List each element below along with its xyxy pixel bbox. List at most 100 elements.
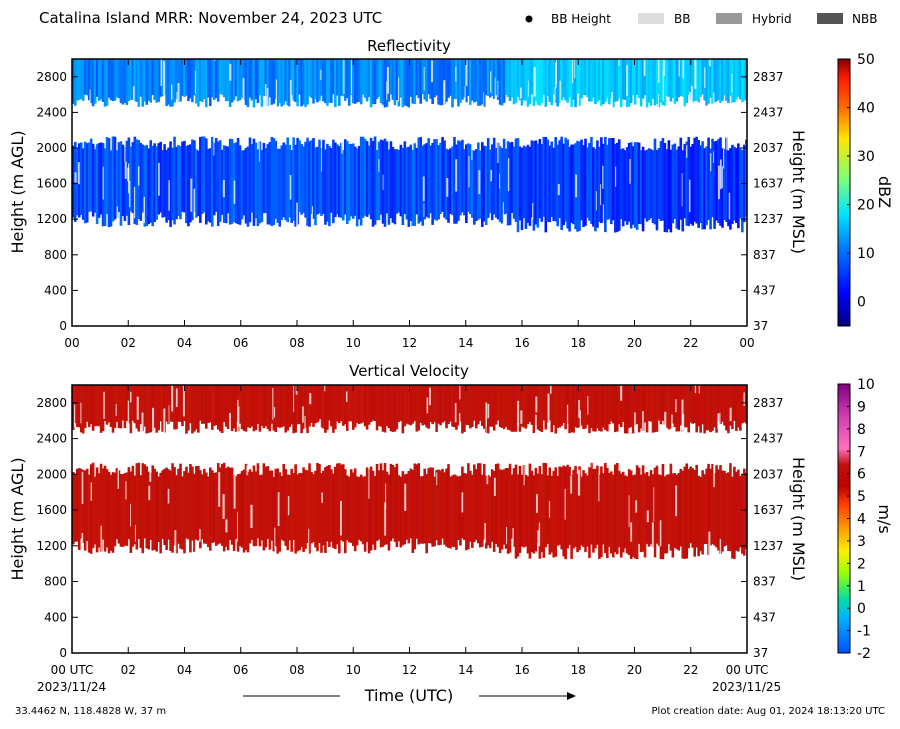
data-column — [397, 149, 401, 213]
data-column — [608, 385, 611, 425]
data-column — [665, 149, 669, 233]
data-gap — [171, 380, 174, 412]
data-column — [258, 59, 262, 96]
data-column — [254, 142, 258, 219]
data-column — [395, 385, 399, 430]
data-gap — [90, 482, 92, 501]
data-column — [143, 385, 147, 427]
data-column — [347, 143, 351, 221]
data-column — [89, 138, 93, 212]
data-column — [699, 385, 702, 433]
data-column — [488, 385, 492, 427]
data-column — [568, 146, 571, 232]
data-gap — [678, 58, 680, 77]
data-column — [568, 385, 571, 434]
data-column — [181, 385, 184, 427]
data-column — [469, 144, 472, 215]
data-gap — [497, 137, 499, 163]
data-gap — [728, 192, 731, 220]
data-column — [234, 385, 238, 432]
x-tick-label: 00 — [64, 336, 79, 350]
data-column — [520, 147, 524, 231]
data-column — [480, 142, 484, 227]
data-gap — [455, 159, 458, 192]
data-column — [600, 137, 603, 224]
data-column — [95, 385, 99, 427]
data-column — [373, 476, 377, 550]
data-column — [463, 149, 466, 216]
data-column — [625, 476, 629, 554]
data-column — [421, 476, 424, 544]
data-column — [113, 385, 117, 428]
data-column — [572, 385, 575, 433]
data-column — [286, 474, 289, 551]
y-tick-label: 0 — [59, 646, 67, 660]
data-column — [482, 385, 486, 429]
data-gap — [590, 457, 592, 468]
data-column — [97, 143, 101, 218]
data-gap — [277, 492, 280, 526]
data-column — [625, 147, 629, 225]
data-column — [552, 471, 556, 558]
data-column — [107, 138, 111, 228]
data-gap — [130, 391, 132, 403]
data-column — [449, 476, 452, 549]
data-column — [637, 385, 641, 433]
data-column — [697, 385, 700, 427]
data-column — [149, 59, 153, 103]
data-gap — [550, 381, 552, 394]
data-column — [220, 464, 224, 546]
data-column — [336, 463, 339, 545]
data-column — [437, 385, 440, 424]
data-column — [709, 59, 712, 98]
data-column — [429, 59, 432, 99]
data-column — [264, 466, 268, 548]
data-column — [633, 385, 637, 426]
data-column — [619, 473, 623, 558]
data-column — [510, 141, 514, 213]
x-tick-label: 10 — [346, 663, 361, 677]
data-column — [627, 142, 631, 222]
data-gap — [537, 530, 540, 546]
data-gap — [490, 169, 493, 182]
y-tick-label: 400 — [44, 610, 67, 624]
data-column — [580, 476, 583, 546]
data-column — [673, 143, 677, 219]
data-column — [280, 475, 284, 540]
data-column — [260, 149, 264, 222]
data-column — [522, 145, 526, 219]
data-gap — [398, 77, 400, 102]
data-gap — [80, 402, 82, 424]
data-column — [621, 59, 625, 100]
data-column — [473, 464, 476, 543]
data-column — [131, 142, 135, 214]
data-gap — [319, 419, 322, 432]
data-gap — [340, 501, 342, 536]
y-right-tick-label: 837 — [753, 575, 776, 589]
data-gap — [731, 74, 733, 93]
data-column — [159, 385, 162, 422]
data-column — [179, 146, 182, 220]
colorbar-tick-label: -2 — [857, 646, 871, 662]
data-column — [214, 59, 218, 98]
data-gap — [134, 525, 136, 542]
data-column — [592, 59, 595, 98]
x-tick-label: 12 — [402, 663, 417, 677]
data-column — [165, 149, 168, 223]
data-column — [367, 145, 371, 215]
data-column — [645, 59, 649, 108]
data-column — [222, 59, 226, 98]
data-column — [703, 148, 706, 230]
data-gap — [743, 392, 745, 406]
y-tick-label: 400 — [44, 283, 67, 297]
data-column — [153, 59, 156, 100]
data-column — [431, 142, 434, 225]
data-column — [467, 59, 470, 97]
data-column — [314, 470, 317, 548]
data-column — [518, 146, 522, 221]
data-gap — [535, 414, 537, 444]
data-gap — [490, 71, 492, 93]
data-column — [687, 59, 691, 96]
data-gap — [404, 483, 407, 511]
data-column — [661, 138, 665, 221]
